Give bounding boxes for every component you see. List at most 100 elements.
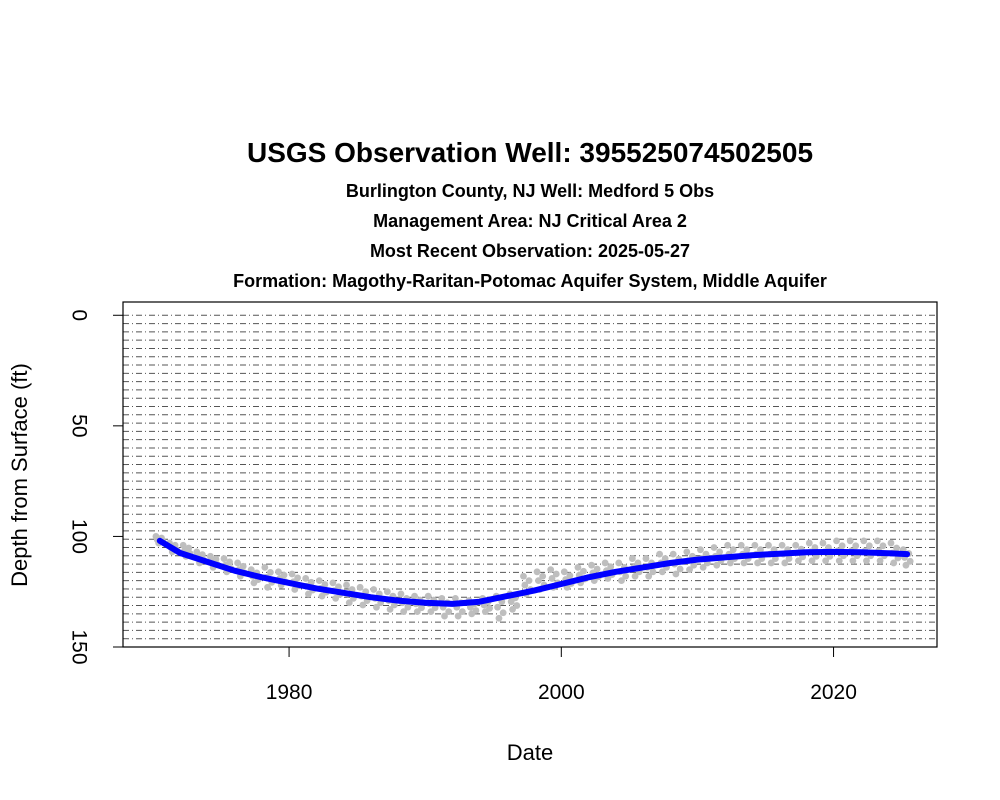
observation-point (628, 555, 636, 562)
observation-point (767, 559, 775, 567)
observation-point (792, 541, 800, 549)
observation-point (509, 606, 516, 613)
trend-line-group (156, 537, 911, 607)
observation-point (329, 579, 337, 587)
observation-point (574, 563, 582, 571)
observation-point (304, 590, 312, 598)
observation-point (713, 561, 721, 569)
observation-point (234, 559, 242, 567)
observation-point (876, 557, 884, 565)
chart-subtitle-recent-observation: Most Recent Observation: 2025-05-27 (370, 241, 690, 261)
observation-point (879, 542, 887, 550)
observation-point (458, 608, 466, 616)
observation-point (445, 608, 453, 616)
observation-point (454, 612, 462, 620)
chart-title: USGS Observation Well: 395525074502505 (247, 137, 813, 168)
y-tick-label: 0 (67, 309, 90, 321)
grid-lines (123, 314, 937, 648)
observation-point (615, 559, 623, 567)
observation-point (683, 548, 691, 556)
x-axis: 1980 2000 2020 (266, 647, 857, 704)
observation-point (404, 603, 412, 611)
observation-point (400, 608, 408, 616)
y-tick-label: 100 (67, 519, 90, 554)
observation-point (645, 572, 653, 580)
y-axis-label: Depth from Surface (ft) (7, 363, 32, 587)
observation-point (359, 601, 367, 609)
observation-point (495, 614, 503, 622)
x-tick-label: 2020 (810, 681, 857, 704)
observation-point (690, 561, 698, 569)
chart-subtitle-county-well: Burlington County, NJ Well: Medford 5 Ob… (346, 181, 714, 201)
observation-point (507, 598, 515, 606)
observation-point (669, 550, 677, 558)
observation-point (250, 579, 258, 587)
observation-point (902, 561, 910, 569)
observation-point (833, 537, 840, 545)
observation-point (697, 546, 704, 554)
trend-line (156, 537, 911, 607)
observation-point (658, 568, 666, 576)
observation-point (865, 542, 873, 550)
observation-point (676, 565, 684, 573)
observation-point (525, 577, 533, 585)
observation-point (661, 555, 669, 562)
observation-point (751, 541, 759, 549)
y-axis: 0 50 100 150 (67, 309, 123, 665)
observation-point (267, 568, 274, 576)
observation-point (819, 539, 827, 547)
observation-point (441, 612, 448, 620)
observation-point (411, 592, 418, 600)
observation-point (726, 559, 734, 567)
observation-point (642, 555, 650, 562)
y-tick-label: 50 (67, 414, 90, 437)
observation-point (601, 559, 609, 567)
observation-point (890, 559, 898, 567)
observation-point (302, 575, 310, 582)
observation-point (468, 610, 476, 618)
observation-point (778, 541, 786, 549)
observation-point (547, 566, 555, 573)
chart-subtitle-formation: Formation: Magothy-Raritan-Potomac Aquif… (233, 271, 827, 291)
observation-point (345, 599, 353, 607)
observation-point (264, 583, 271, 591)
observation-point (835, 557, 843, 565)
y-tick-label: 150 (67, 629, 90, 664)
observation-point (631, 572, 639, 580)
plot-frame (122, 301, 938, 648)
x-axis-label: Date (507, 740, 553, 765)
observation-point (494, 603, 502, 611)
observation-point (520, 572, 527, 580)
observation-point (560, 568, 568, 576)
observation-point (863, 557, 870, 565)
observation-point (686, 566, 693, 573)
observation-point (373, 603, 380, 611)
observation-point (846, 537, 854, 545)
observation-point (805, 539, 813, 547)
observation-point (424, 592, 432, 600)
observation-point (838, 542, 846, 550)
x-tick-label: 1980 (266, 681, 313, 704)
observation-point (193, 548, 201, 556)
observation-point (535, 577, 542, 585)
observation-point (452, 594, 459, 602)
observation-point (481, 608, 489, 616)
observation-point (622, 572, 630, 580)
observation-point (656, 550, 663, 558)
observation-point (754, 559, 761, 567)
observation-point (413, 608, 421, 616)
observation-point (795, 557, 802, 565)
observation-point (288, 570, 296, 578)
observation-point (710, 544, 718, 551)
observation-point (548, 575, 556, 582)
observation-point (757, 546, 764, 554)
observation-point (261, 563, 269, 571)
observation-point (618, 577, 625, 585)
observation-point (552, 570, 560, 578)
observation-point (765, 541, 772, 549)
observation-point (397, 590, 405, 598)
observation-point (716, 548, 724, 556)
observation-point (873, 537, 881, 545)
observation-point (588, 561, 595, 569)
